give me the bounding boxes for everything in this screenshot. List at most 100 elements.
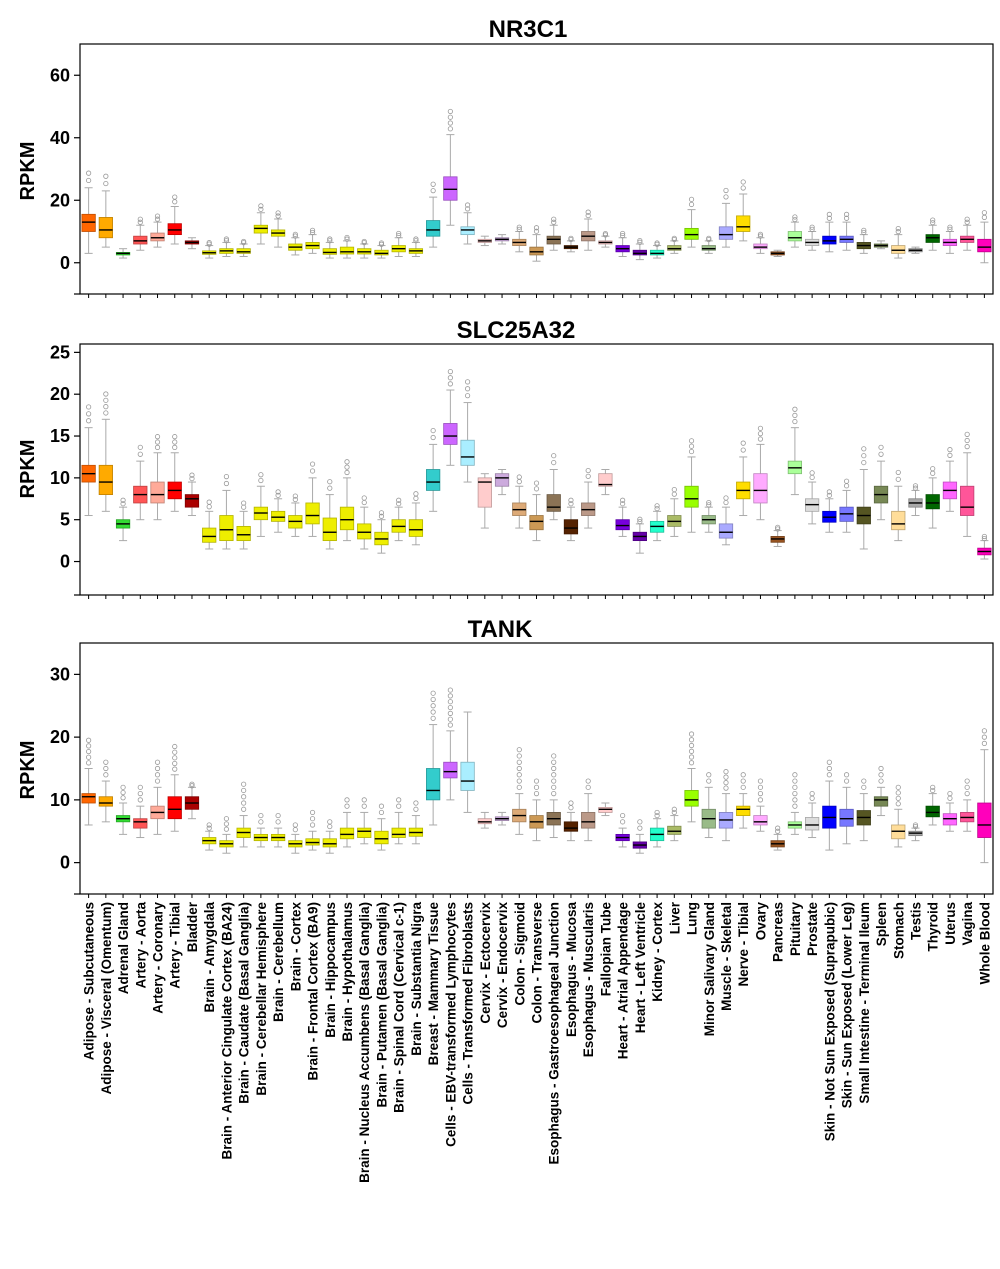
outlier-point [551, 765, 557, 772]
outlier-point [275, 819, 281, 825]
box-slc25a32-52 [977, 533, 992, 560]
box-nr3c1-12 [288, 231, 303, 256]
outlier-point [223, 480, 230, 487]
outlier-point [964, 219, 970, 225]
outlier-point [241, 806, 247, 812]
box-tank-16 [357, 797, 372, 845]
outlier-point [516, 759, 522, 765]
box-body [701, 245, 716, 251]
outlier-point [878, 451, 884, 457]
box-tank-40 [770, 825, 785, 851]
outlier-point [757, 784, 764, 790]
box-slc25a32-49 [925, 466, 940, 529]
outlier-point [430, 434, 436, 441]
outlier-point [516, 747, 522, 753]
category-label: Heart - Atrial Appendage [616, 902, 631, 1060]
outlier-point [516, 765, 522, 772]
box-body [822, 235, 837, 245]
outlier-point [930, 787, 936, 794]
category-label: Artery - Tibial [168, 902, 183, 989]
box-slc25a32-42 [805, 470, 820, 525]
outlier-point [568, 497, 574, 503]
outlier-point [396, 497, 402, 503]
y-tick-label-tank: 10 [50, 790, 70, 810]
outlier-point [378, 803, 385, 809]
outlier-point [964, 216, 970, 222]
y-tick-label-tank: 20 [50, 727, 70, 747]
outlier-point [206, 241, 212, 247]
category-label: Cells - Transformed Fibroblasts [461, 902, 476, 1105]
outlier-point [241, 787, 247, 794]
outlier-point [843, 215, 850, 221]
outlier-point [327, 819, 333, 825]
outlier-point [309, 461, 316, 467]
outlier-point [551, 753, 557, 759]
box-tank-10 [253, 812, 268, 848]
outlier-point [757, 425, 764, 431]
category-label: Colon - Transverse [530, 902, 545, 1024]
box-tank-32 [632, 819, 647, 854]
box-body [667, 245, 682, 251]
outlier-point [86, 748, 92, 755]
box-slc25a32-41 [787, 406, 803, 496]
box-slc25a32-30 [598, 469, 613, 496]
outlier-point [930, 217, 936, 223]
box-body [167, 223, 182, 236]
box-tank-36 [701, 772, 716, 839]
outlier-point [637, 516, 643, 522]
box-nr3c1-42 [805, 224, 820, 251]
outlier-point [912, 485, 919, 491]
box-body [374, 249, 389, 256]
outlier-point [137, 216, 143, 222]
outlier-point [396, 797, 402, 803]
outlier-point [327, 236, 333, 242]
box-slc25a32-21 [443, 369, 458, 466]
outlier-point [258, 477, 264, 484]
box-nr3c1-36 [701, 235, 716, 254]
outlier-point [189, 781, 195, 787]
outlier-point [189, 475, 195, 482]
box-nr3c1-27 [546, 216, 561, 251]
outlier-point [378, 240, 385, 246]
y-tick-label-tank: 30 [50, 664, 70, 684]
outlier-point [775, 526, 781, 532]
outlier-point [551, 772, 557, 778]
box-body [839, 808, 854, 827]
box-nr3c1-51 [960, 216, 975, 251]
outlier-point [688, 448, 695, 455]
category-label: Cervix - Endocervix [495, 902, 510, 1029]
outlier-point [602, 231, 609, 237]
category-label: Brain - Hippocampus [323, 902, 338, 1038]
outlier-point [981, 728, 987, 734]
outlier-point [447, 375, 453, 381]
outlier-point [775, 825, 781, 831]
outlier-point [86, 418, 92, 424]
outlier-point [172, 434, 178, 440]
outlier-point [137, 219, 143, 225]
outlier-point [551, 784, 557, 790]
outlier-point [740, 179, 746, 185]
outlier-point [309, 822, 316, 828]
outlier-point [309, 468, 316, 474]
box-tank-30 [598, 802, 613, 817]
outlier-point [86, 411, 92, 417]
outlier-point [275, 812, 281, 819]
box-slc25a32-33 [649, 503, 665, 542]
outlier-point [344, 234, 350, 241]
outlier-point [430, 427, 436, 434]
box-body [322, 838, 337, 848]
box-tank-15 [339, 797, 355, 848]
outlier-point [826, 772, 832, 778]
box-body [133, 235, 148, 245]
box-tank-8 [219, 816, 234, 854]
outlier-point [585, 212, 591, 219]
box-body [581, 812, 596, 829]
category-label: Nerve - Tibial [736, 902, 751, 987]
box-nr3c1-6 [184, 237, 200, 250]
outlier-point [223, 826, 230, 832]
outlier-point [568, 800, 574, 806]
outlier-point [344, 797, 350, 803]
box-body [736, 805, 751, 816]
box-body [184, 494, 200, 508]
outlier-point [964, 431, 970, 437]
